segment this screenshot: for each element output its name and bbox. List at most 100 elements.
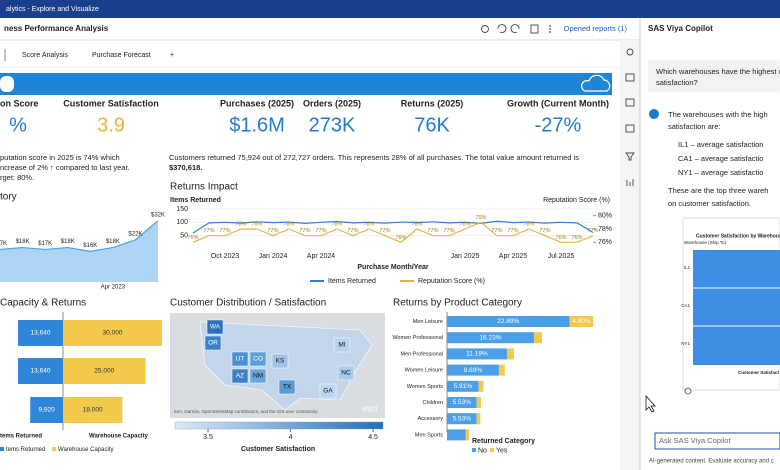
cloud-icon xyxy=(581,74,611,92)
side-toolbar xyxy=(620,40,640,470)
legend-swatch xyxy=(52,447,56,451)
data-label: 77% xyxy=(315,228,326,234)
bar xyxy=(498,364,505,376)
summary-text: $370,618. xyxy=(169,163,202,172)
line xyxy=(192,220,594,234)
assistant-message: These are the top three wareh xyxy=(668,186,768,195)
data-label: 30,000 xyxy=(103,330,123,337)
summary-text: putation score in 2025 is 74% which xyxy=(0,153,120,162)
y-tick-label: Children xyxy=(423,400,443,406)
mouse-cursor xyxy=(645,394,656,413)
data-label: 77% xyxy=(539,228,550,234)
chart-icon[interactable] xyxy=(626,179,634,186)
x-tick-label: Apr 2025 xyxy=(499,253,528,260)
report-title: ness Performance Analysis xyxy=(4,24,109,33)
legend-label: tems Returned xyxy=(6,447,45,453)
tool-icon[interactable] xyxy=(625,73,635,82)
data-label: 5.53% xyxy=(453,415,472,422)
data-label: 78% xyxy=(331,221,342,227)
mini-axis-title: Customer Satisfact xyxy=(738,370,780,375)
x-tick-label: Apr 2023 xyxy=(101,285,126,291)
state-region[interactable] xyxy=(249,368,267,384)
kpi-value: $1.6M xyxy=(229,114,285,136)
state-label: NM xyxy=(253,373,263,380)
user-message: satisfaction? xyxy=(656,78,698,87)
data-label: 78% xyxy=(283,221,294,227)
bar xyxy=(506,348,514,360)
state-label: MI xyxy=(338,342,345,349)
y-tick-label: 50 xyxy=(180,233,188,240)
x-tick-label: Jan 2024 xyxy=(259,253,288,260)
redo-icon[interactable] xyxy=(510,24,520,33)
menu-icon[interactable] xyxy=(549,31,551,33)
y-tick-label: Men Sports xyxy=(415,432,443,438)
data-label: 77% xyxy=(379,228,390,234)
header-icon[interactable] xyxy=(530,24,539,34)
tool-icon[interactable] xyxy=(626,48,634,56)
chart-title: Returns Impact xyxy=(170,182,238,193)
bar xyxy=(478,380,484,392)
state-region[interactable] xyxy=(337,365,355,381)
logo xyxy=(0,76,14,92)
menu-icon[interactable] xyxy=(549,28,551,30)
y-tick-label: 100 xyxy=(176,219,188,226)
chat-input-placeholder: Ask SAS Viya Copilot xyxy=(659,436,731,445)
kpi-value: 76K xyxy=(414,114,450,136)
state-label: TX xyxy=(283,384,292,391)
bar xyxy=(63,358,146,384)
bar xyxy=(30,397,63,423)
line xyxy=(0,220,159,252)
state-region[interactable] xyxy=(333,337,351,353)
chat-input[interactable] xyxy=(654,432,780,450)
header-icon[interactable] xyxy=(481,25,489,33)
legend-swatch xyxy=(0,447,4,451)
state-region[interactable] xyxy=(249,351,267,367)
undo-icon[interactable] xyxy=(497,24,507,33)
state-region[interactable] xyxy=(278,379,296,395)
data-label: 78% xyxy=(523,221,534,227)
data-label: 77% xyxy=(299,228,310,234)
axis-title: tems Returned xyxy=(0,434,42,440)
state-region[interactable] xyxy=(271,353,289,369)
summary-text: rget: 80%. xyxy=(0,173,34,182)
data-label: 11.19% xyxy=(466,351,488,358)
tool-icon[interactable] xyxy=(625,98,635,107)
bar xyxy=(447,332,534,344)
data-label: 77% xyxy=(267,228,278,234)
banner xyxy=(0,73,612,95)
bar xyxy=(447,429,466,441)
state-region[interactable] xyxy=(231,351,249,367)
menu-icon[interactable] xyxy=(549,25,551,27)
assistant-message: satisfaction are: xyxy=(668,122,721,131)
data-label: 76% xyxy=(187,235,198,241)
summary-text: Customers returned 75,924 out of 272,727… xyxy=(169,153,579,162)
report-header xyxy=(0,18,640,40)
y2-tick-label: 80% xyxy=(598,213,612,220)
opened-reports[interactable]: Opened reports (1) xyxy=(564,24,628,33)
bar xyxy=(63,397,123,423)
info-icon[interactable] xyxy=(684,387,692,395)
legend-swatch xyxy=(472,448,476,452)
tool-icon[interactable] xyxy=(625,124,635,133)
data-label: 77% xyxy=(219,228,230,234)
data-label: 76% xyxy=(395,235,406,241)
legend-label: No xyxy=(478,447,487,454)
bar xyxy=(447,348,507,360)
state-region[interactable] xyxy=(319,383,337,399)
data-label: 4.40% xyxy=(572,318,591,325)
summary-text: ncrease of 2% ↑ compared to last year. xyxy=(0,163,130,172)
filter-icon[interactable] xyxy=(625,152,635,161)
y-tick-label: Men Leisure xyxy=(413,319,443,325)
data-label: $18K xyxy=(16,239,30,245)
kpi-label: Orders (2025) xyxy=(303,98,361,108)
bar xyxy=(476,413,481,425)
data-label: 78% xyxy=(235,221,246,227)
state-region[interactable] xyxy=(206,319,224,335)
state-region[interactable] xyxy=(204,335,222,351)
data-label: 77% xyxy=(587,228,598,234)
data-label: 22.89% xyxy=(497,318,519,325)
state-region[interactable] xyxy=(231,368,249,384)
chart-title: Capacity & Returns xyxy=(0,298,86,309)
x-tick-label: Jan 2025 xyxy=(451,253,480,260)
kpi-value: 273K xyxy=(309,114,356,136)
